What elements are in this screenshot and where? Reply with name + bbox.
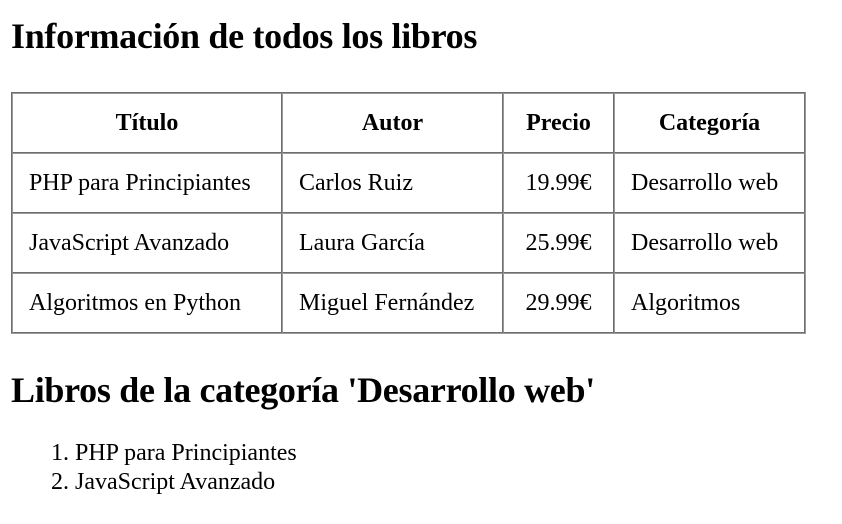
book-category-cell: Desarrollo web <box>614 213 805 273</box>
book-price-cell: 25.99€ <box>503 213 614 273</box>
category-section-title: Libros de la categoría 'Desarrollo web' <box>11 370 595 410</box>
column-header-category: Categoría <box>614 93 805 153</box>
page-title: Información de todos los libros <box>11 16 478 56</box>
book-price-cell: 19.99€ <box>503 153 614 213</box>
book-price-cell: 29.99€ <box>503 273 614 333</box>
book-title-cell: JavaScript Avanzado <box>12 213 282 273</box>
table-header-row: Título Autor Precio Categoría <box>12 93 805 153</box>
column-header-author: Autor <box>282 93 503 153</box>
book-author-cell: Miguel Fernández <box>282 273 503 333</box>
table-row: Algoritmos en Python Miguel Fernández 29… <box>12 273 805 333</box>
list-item: PHP para Principiantes <box>75 439 842 468</box>
column-header-title: Título <box>12 93 282 153</box>
books-table: Título Autor Precio Categoría PHP para P… <box>11 92 806 334</box>
book-author-cell: Carlos Ruiz <box>282 153 503 213</box>
book-title-cell: Algoritmos en Python <box>12 273 282 333</box>
table-row: PHP para Principiantes Carlos Ruiz 19.99… <box>12 153 805 213</box>
book-title-cell: PHP para Principiantes <box>12 153 282 213</box>
category-book-list: PHP para Principiantes JavaScript Avanza… <box>11 439 842 497</box>
page: Información de todos los libros Título A… <box>0 0 842 497</box>
book-category-cell: Desarrollo web <box>614 153 805 213</box>
list-item: JavaScript Avanzado <box>75 468 842 497</box>
book-category-cell: Algoritmos <box>614 273 805 333</box>
column-header-price: Precio <box>503 93 614 153</box>
book-author-cell: Laura García <box>282 213 503 273</box>
table-row: JavaScript Avanzado Laura García 25.99€ … <box>12 213 805 273</box>
